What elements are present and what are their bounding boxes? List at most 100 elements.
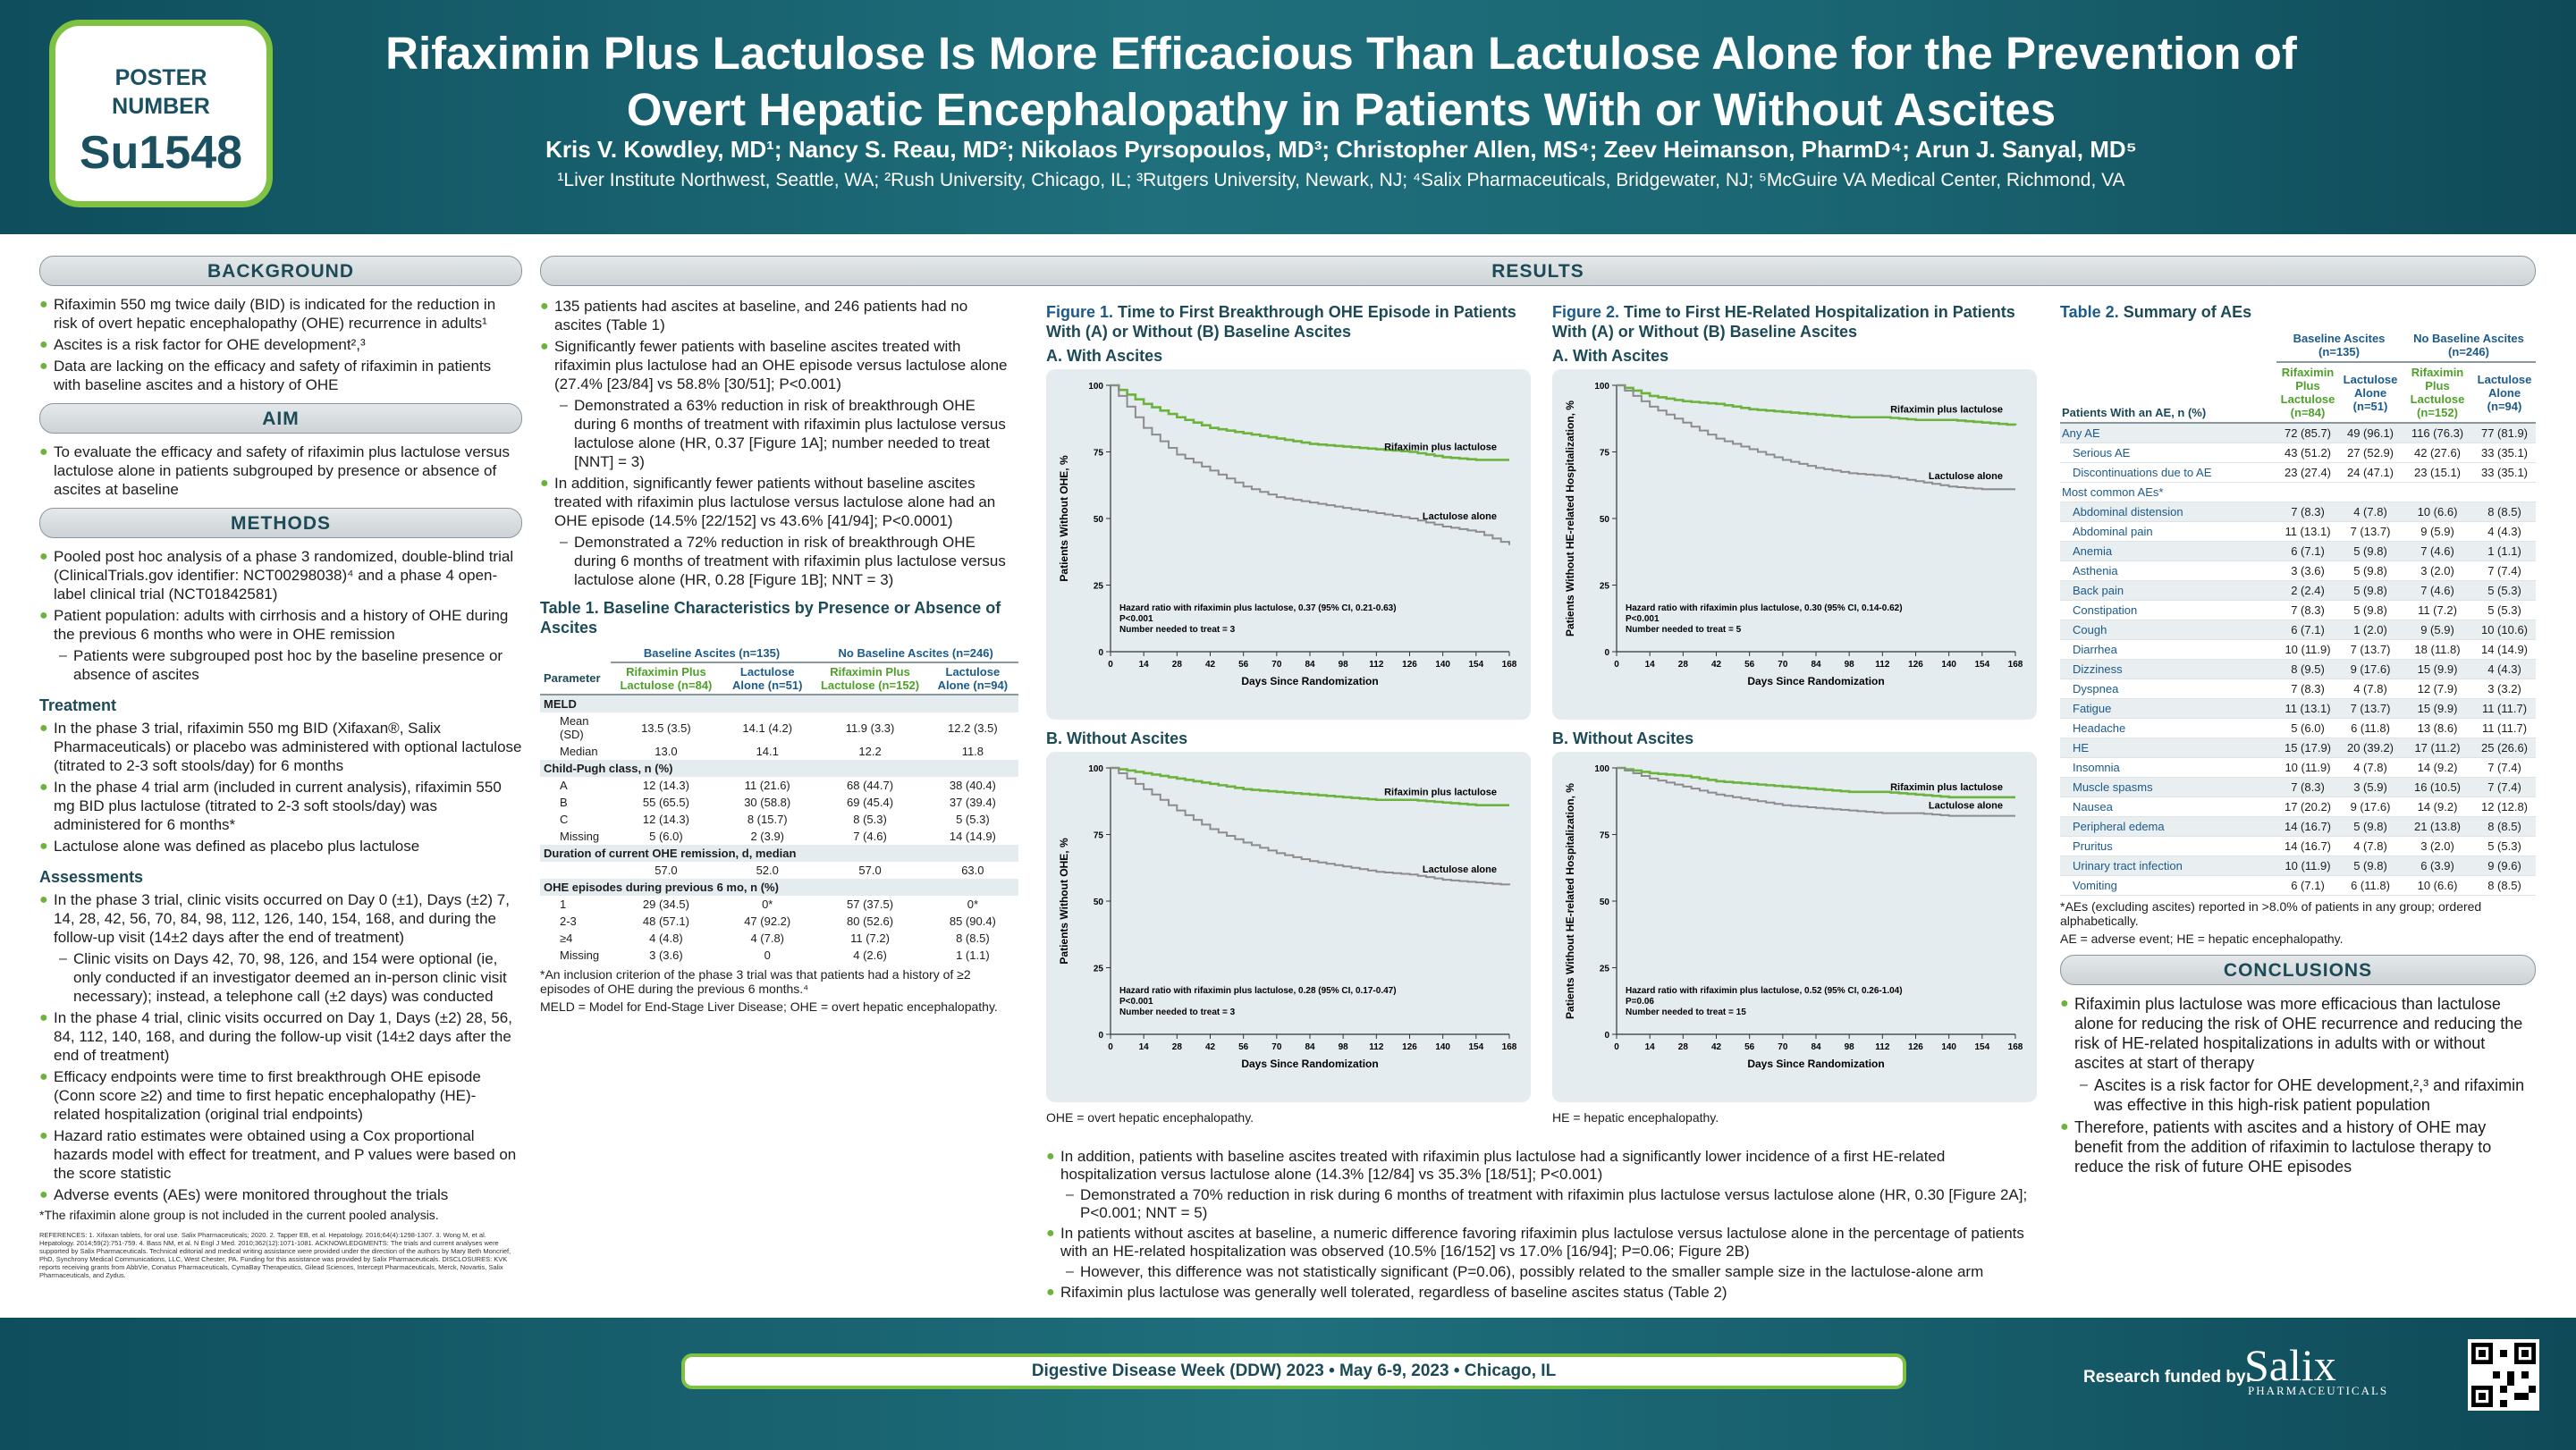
x-tick-label: 140 bbox=[1435, 660, 1450, 670]
table-row: Asthenia 3 (3.6) 5 (9.8) 3 (2.0) 7 (7.4) bbox=[2060, 561, 2536, 581]
qr-code-icon[interactable] bbox=[2468, 1339, 2539, 1411]
table-row: Muscle spasms 7 (8.3) 3 (5.9) 16 (10.5) 7 (7… bbox=[2060, 777, 2536, 797]
figure1-title: Figure 1. Time to First Breakthrough OHE… bbox=[1046, 303, 1516, 341]
table-row: Insomnia 10 (11.9) 4 (7.8) 14 (9.2) 7 (7.4) bbox=[2060, 757, 2536, 778]
km-curve-rifaximin bbox=[1111, 384, 1509, 461]
x-tick-label: 14 bbox=[1139, 1042, 1150, 1052]
results-section: RESULTS bbox=[540, 256, 2536, 286]
km-chart-2a: 0 25 50 75 100 0 14 28 42 56 70 84 98 112 126 140 154 168… bbox=[1552, 369, 2037, 720]
x-tick-label: 0 bbox=[1614, 1042, 1619, 1052]
x-tick-label: 140 bbox=[1941, 660, 1956, 670]
chart-annotation: P=0.06 bbox=[1626, 997, 1654, 1007]
panel-label: A. With Ascites bbox=[1046, 347, 1163, 365]
list-item: – Patients were subgrouped post hoc by th… bbox=[59, 647, 503, 683]
figure2-footnote: HE = hepatic encephalopathy. bbox=[1552, 1110, 1719, 1125]
x-tick-label: 0 bbox=[1108, 1042, 1113, 1052]
x-tick-label: 154 bbox=[1974, 1042, 1989, 1052]
y-tick-label: 100 bbox=[1594, 764, 1609, 774]
x-tick-label: 126 bbox=[1908, 1042, 1923, 1052]
list-item: – Ascites is a risk factor for OHE develo… bbox=[2080, 1076, 2525, 1114]
list-item: – However, this difference was not statis… bbox=[1066, 1263, 1984, 1280]
y-tick-label: 75 bbox=[1600, 831, 1610, 841]
right-column: Table 2. Summary of AEs Baseline Ascites… bbox=[2060, 302, 2536, 1179]
list-item: ● Rifaximin plus lactulose was more effic… bbox=[2060, 995, 2523, 1072]
table-row: 57.0 52.0 57.0 63.0 bbox=[655, 864, 984, 877]
list-item: – Demonstrated a 72% reduction in risk of… bbox=[560, 534, 1006, 588]
table-row: Missing 5 (6.0) 2 (3.9) 7 (4.6) 14 (14.9) bbox=[560, 830, 996, 843]
km-chart-1b: 0 25 50 75 100 0 14 28 42 56 70 84 98 112 126 140 154 168… bbox=[1046, 752, 1531, 1102]
left-column: BACKGROUND ● Rifaximin 550 mg twice daily… bbox=[39, 256, 522, 1279]
x-tick-label: 140 bbox=[1941, 1042, 1956, 1052]
authors: Kris V. Kowdley, MD¹; Nancy S. Reau, MD²… bbox=[545, 136, 2137, 163]
x-tick-label: 154 bbox=[1974, 660, 1989, 670]
results-bottom: ● In addition, patients with baseline asc… bbox=[1046, 1148, 2039, 1304]
chart-annotation: Hazard ratio with rifaximin plus lactulo… bbox=[1119, 603, 1397, 613]
y-tick-label: 25 bbox=[1094, 965, 1104, 974]
table-row: Peripheral edema 14 (16.7) 5 (9.8) 21 (13.8… bbox=[2060, 816, 2536, 837]
chart-annotation: Number needed to treat = 3 bbox=[1119, 1007, 1236, 1017]
aim-list: ● To evaluate the efficacy and safety of … bbox=[39, 443, 522, 499]
x-tick-label: 140 bbox=[1435, 1042, 1450, 1052]
list-item: ● 135 patients had ascites at baseline, a… bbox=[540, 298, 968, 333]
table2-group: Baseline Ascites (n=135) bbox=[2276, 329, 2402, 363]
results-list: ● 135 patients had ascites at baseline, a… bbox=[540, 297, 1018, 589]
list-item: ● Rifaximin 550 mg twice daily (BID) is i… bbox=[39, 296, 496, 332]
x-tick-label: 28 bbox=[1678, 660, 1689, 670]
table2-col: Rifaximin Plus Lactulose (n=84) bbox=[2276, 362, 2339, 424]
table1-group: Baseline Ascites (n=135) bbox=[610, 645, 814, 663]
y-tick-label: 50 bbox=[1094, 515, 1104, 525]
table-row: Dyspnea 7 (8.3) 4 (7.8) 12 (7.9) 3 (3.2) bbox=[2060, 679, 2536, 699]
table1-group: No Baseline Ascites (n=246) bbox=[813, 645, 1018, 663]
x-tick-label: 154 bbox=[1468, 660, 1483, 670]
table1-col: Rifaximin Plus Lactulose (n=152) bbox=[820, 665, 920, 692]
panel-label: B. Without Ascites bbox=[1552, 729, 1694, 747]
x-tick-label: 98 bbox=[1339, 660, 1349, 670]
figure2: Figure 2. Time to First HE-Related Hospi… bbox=[1552, 302, 2037, 1125]
list-item: ● Efficacy endpoints were time to first b… bbox=[39, 1068, 481, 1123]
x-tick-label: 56 bbox=[1744, 1042, 1755, 1052]
list-item: ● In addition, significantly fewer patien… bbox=[540, 475, 996, 529]
chart-annotation: P<0.001 bbox=[1626, 614, 1660, 624]
x-tick-label: 168 bbox=[1502, 1042, 1517, 1052]
list-item: ● Data are lacking on the efficacy and sa… bbox=[39, 358, 492, 393]
table-row: Anemia 6 (7.1) 5 (9.8) 7 (4.6) 1 (1.1) bbox=[2060, 541, 2536, 561]
x-tick-label: 28 bbox=[1678, 1042, 1689, 1052]
x-tick-label: 154 bbox=[1468, 1042, 1483, 1052]
table-row: Pruritus 14 (16.7) 4 (7.8) 3 (2.0) 5 (5.3) bbox=[2060, 836, 2536, 856]
list-item: ● Adverse events (AEs) were monitored thr… bbox=[39, 1186, 449, 1203]
table1-section-label: Duration of current OHE remission, d, me… bbox=[540, 845, 1018, 862]
list-item: ● In the phase 4 trial, clinic visits occ… bbox=[39, 1009, 512, 1064]
table-row: Fatigue 11 (13.1) 7 (13.7) 15 (9.9) 11 (11.7… bbox=[2060, 698, 2536, 719]
table1-abbrev: MELD = Model for End-Stage Liver Disease… bbox=[540, 999, 998, 1014]
results-left: ● 135 patients had ascites at baseline, a… bbox=[540, 297, 1018, 1014]
table2-title: Table 2. Summary of AEs bbox=[2060, 303, 2252, 321]
x-tick-label: 70 bbox=[1778, 660, 1788, 670]
x-tick-label: 84 bbox=[1811, 660, 1821, 670]
y-tick-label: 50 bbox=[1600, 898, 1610, 907]
table1: Baseline Ascites (n=135) No Baseline Asc… bbox=[540, 645, 1018, 964]
table-row: Any AE 72 (85.7) 49 (96.1) 116 (76.3) 77 (81… bbox=[2060, 423, 2536, 443]
series-label: Rifaximin plus lactulose bbox=[1890, 405, 2003, 416]
km-curve-lactulose bbox=[1111, 767, 1510, 886]
x-tick-label: 98 bbox=[1845, 660, 1855, 670]
list-item: ● Significantly fewer patients with basel… bbox=[540, 338, 1008, 392]
list-item: ● In patients without ascites at baseline… bbox=[1046, 1225, 2024, 1260]
x-tick-label: 112 bbox=[1369, 1042, 1384, 1052]
panel-label: B. Without Ascites bbox=[1046, 729, 1188, 747]
table-row: C 12 (14.3) 8 (15.7) 8 (5.3) 5 (5.3) bbox=[560, 813, 990, 826]
x-axis-label: Days Since Randomization bbox=[1241, 675, 1378, 687]
y-tick-label: 25 bbox=[1600, 582, 1610, 592]
panel-label: A. With Ascites bbox=[1552, 347, 1669, 365]
table-row: Constipation 7 (8.3) 5 (9.8) 11 (7.2) 5 (5.3… bbox=[2060, 600, 2536, 620]
y-tick-label: 0 bbox=[1604, 648, 1609, 658]
table-row: 2-3 48 (57.1) 47 (92.2) 80 (52.6) 85 (90.4) bbox=[560, 915, 996, 928]
table-row: Dizziness 8 (9.5) 9 (17.6) 15 (9.9) 4 (4.3) bbox=[2060, 659, 2536, 679]
x-tick-label: 126 bbox=[1908, 660, 1923, 670]
list-item: ● Hazard ratio estimates were obtained us… bbox=[39, 1127, 517, 1182]
x-tick-label: 84 bbox=[1305, 1042, 1315, 1052]
aim-header: AIM bbox=[39, 403, 522, 434]
table-row: Abdominal pain 11 (13.1) 7 (13.7) 9 (5.9) 4 … bbox=[2060, 521, 2536, 542]
x-tick-label: 56 bbox=[1238, 660, 1249, 670]
list-item: – Demonstrated a 70% reduction in risk du… bbox=[1066, 1186, 2028, 1221]
table-row: ≥4 4 (4.8) 4 (7.8) 11 (7.2) 8 (8.5) bbox=[560, 932, 990, 945]
